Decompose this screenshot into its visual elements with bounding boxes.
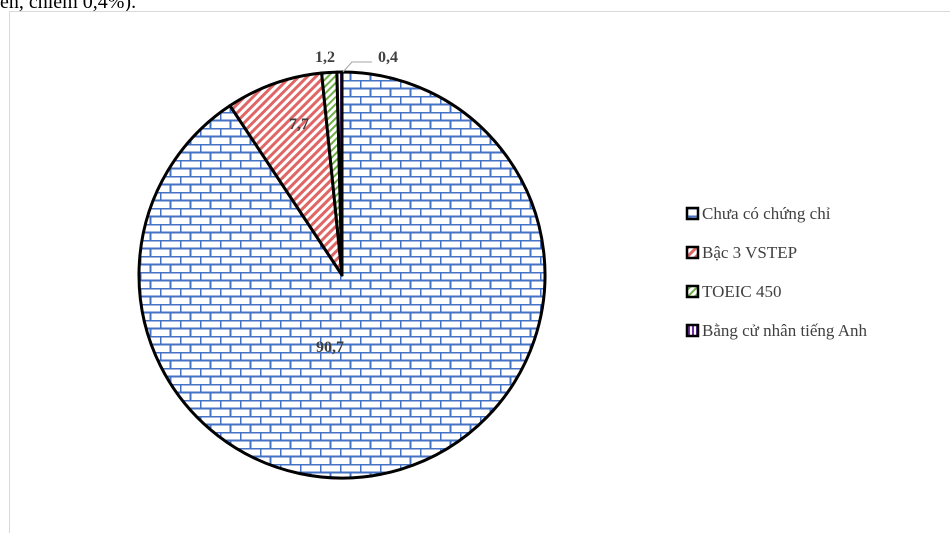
header-text: ên, chiếm 0,4%). (0, 0, 137, 13)
data-label-chua-co-chung-chi: 90,7 (316, 339, 344, 356)
data-label-bang-cu-nhan-tieng-anh: 0,4 (378, 49, 398, 66)
legend-marker-toeic-450 (685, 284, 700, 299)
legend-label-toeic-450: TOEIC 450 (702, 282, 782, 301)
legend-marker-chua-co-chung-chi (685, 206, 700, 221)
data-label-bac-3-vstep: 7,7 (289, 116, 309, 133)
leader-line (342, 61, 372, 73)
pie-slice-bac-3-vstep (228, 71, 344, 277)
legend-label-chua-co-chung-chi: Chưa có chứng chỉ (702, 204, 831, 223)
legend-label-bang-cu-nhan-tieng-anh: Bằng cử nhân tiếng Anh (702, 321, 868, 340)
legend-marker-bang-cu-nhan-tieng-anh (685, 323, 700, 338)
data-label-toeic-450: 1,2 (315, 49, 335, 66)
legend-label-bac-3-vstep: Bậc 3 VSTEP (702, 243, 797, 262)
legend-marker-bac-3-vstep (685, 245, 700, 260)
chart-frame (9, 11, 950, 533)
pie-slice-bang-cu-nhan-tieng-anh (335, 70, 344, 277)
